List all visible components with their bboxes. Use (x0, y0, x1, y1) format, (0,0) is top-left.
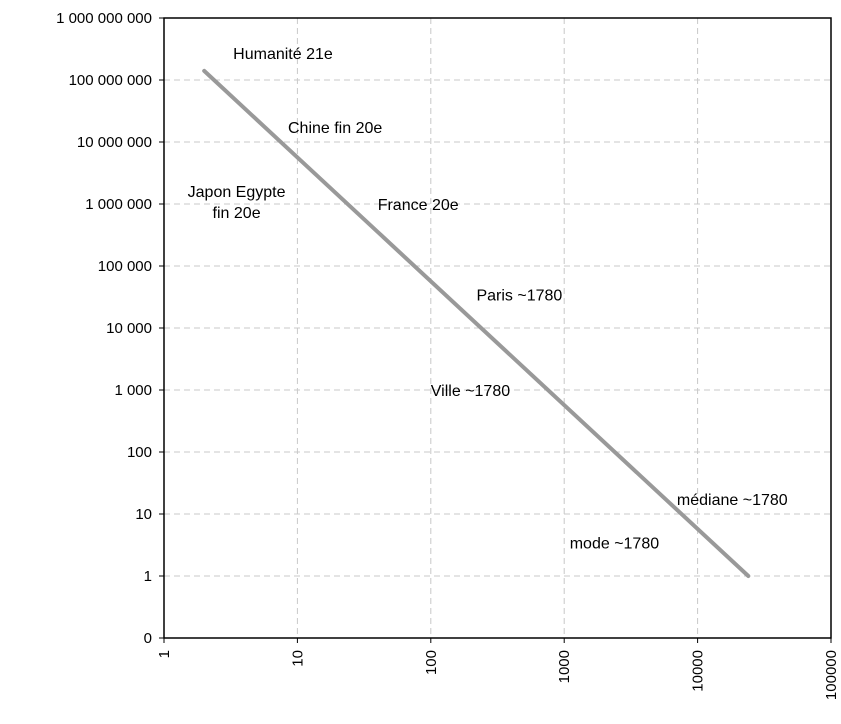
series-line (202, 68, 751, 578)
annotation-label: Japon Egypte (188, 184, 286, 201)
y-tick-label: 0 (144, 630, 152, 647)
grid-layer (164, 18, 831, 638)
y-tick-label: 1 000 000 000 (56, 10, 152, 27)
y-tick-label: 10 000 000 (77, 134, 152, 151)
y-tick-label: 10 (135, 506, 152, 523)
annotation-label: Chine fin 20e (288, 120, 382, 137)
y-tick-label: 10 000 (106, 320, 152, 337)
x-tick-label: 10000 (690, 650, 707, 692)
x-tick-label: 100 (423, 650, 440, 675)
x-tick-label: 1 (156, 650, 173, 658)
annotation-label: Ville ~1780 (431, 383, 510, 400)
series-layer (202, 68, 751, 578)
y-tick-label: 1 (144, 568, 152, 585)
x-tick-label: 100000 (823, 650, 840, 700)
y-tick-label: 100 000 (98, 258, 152, 275)
annotation-label: Humanité 21e (233, 46, 333, 63)
y-tick-label: 1 000 000 (85, 196, 152, 213)
annotation-layer: Humanité 21e Chine fin 20e Japon Egypte fin… (188, 46, 788, 553)
annotation-label: médiane ~1780 (677, 492, 788, 509)
annotation-label: France 20e (378, 197, 459, 214)
x-tick-label: 1000 (556, 650, 573, 683)
y-tick-label: 100 000 000 (69, 72, 152, 89)
x-tick-label: 10 (289, 650, 306, 667)
y-tick-label: 1 000 (114, 382, 152, 399)
annotation-label: Paris ~1780 (476, 287, 562, 304)
annotation-label: mode ~1780 (570, 535, 660, 552)
y-tick-label: 100 (127, 444, 152, 461)
annotation-label: fin 20e (213, 205, 261, 222)
